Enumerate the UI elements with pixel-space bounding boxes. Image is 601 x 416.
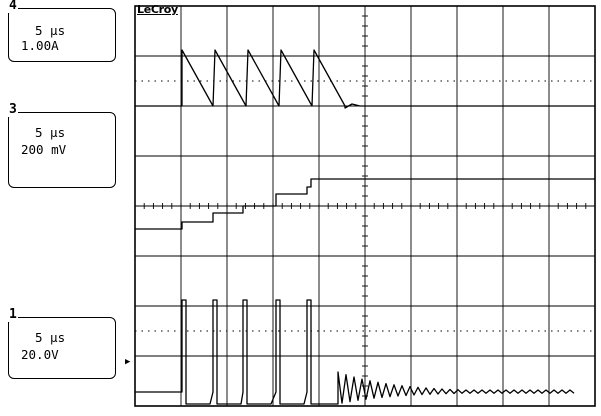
channel-4-box[interactable]: 4 5 μs 1.00A xyxy=(8,0,116,62)
channel-3-number: 3 xyxy=(8,102,18,117)
channel-3-box[interactable]: 3 5 μs 200 mV xyxy=(8,103,116,188)
ground-marker-icon: ▶ xyxy=(125,357,131,367)
graticule xyxy=(134,5,596,407)
channel-4-number: 4 xyxy=(8,0,18,13)
channel-3-timebase: 5 μs xyxy=(35,125,66,140)
ch3-waveform xyxy=(135,178,595,230)
channel-3-scale: 200 mV xyxy=(21,142,67,157)
ch4-waveform xyxy=(135,49,595,109)
channel-4-timebase: 5 μs xyxy=(35,23,66,38)
channel-1-scale: 20.0V xyxy=(21,347,59,362)
channel-1-timebase: 5 μs xyxy=(35,330,66,345)
channel-1-number: 1 xyxy=(8,307,18,322)
channel-1-box[interactable]: 1 5 μs 20.0V xyxy=(8,308,116,379)
channel-4-scale: 1.00A xyxy=(21,38,59,53)
brand-logo: LeCroy xyxy=(137,3,178,16)
ch1-waveform xyxy=(135,299,575,405)
waveform-traces xyxy=(135,49,595,405)
